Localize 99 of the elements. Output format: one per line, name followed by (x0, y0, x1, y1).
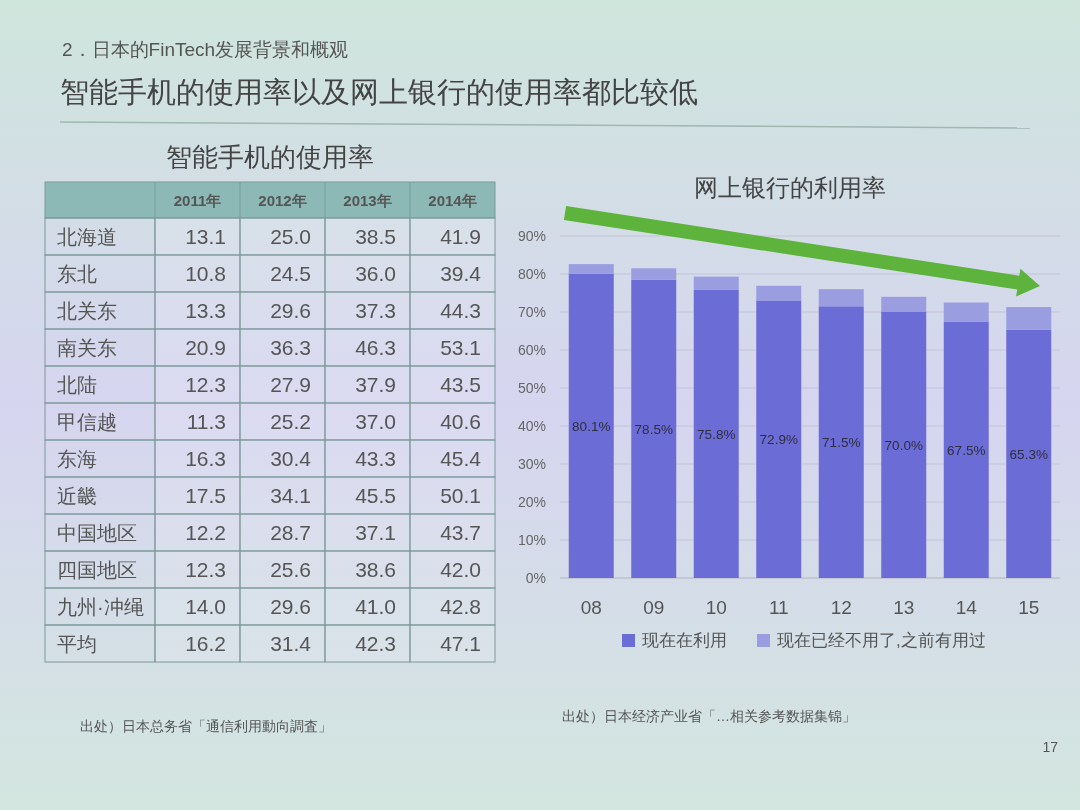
data-label: 11.3 (186, 409, 226, 433)
data-label: 16.3 (185, 446, 226, 470)
data-label: 47.1 (440, 631, 481, 655)
x-tick-label: 2012年 (258, 192, 307, 209)
data-label: 12.2 (185, 520, 226, 544)
data-label: 30.4 (270, 446, 312, 470)
data-label: 20.9 (185, 335, 226, 359)
data-label: 46.3 (355, 335, 396, 359)
data-label: 34.1 (270, 483, 311, 507)
data-label: 13.3 (185, 298, 226, 322)
text: 2．日本的FinTech发展背景和概观 (62, 39, 349, 60)
y-tick-label: 平均 (57, 632, 97, 655)
y-tick-label: 东北 (57, 262, 97, 285)
data-label: 39.4 (440, 261, 482, 285)
data-label: 70.0% (884, 438, 923, 453)
data-label: 25.6 (270, 557, 311, 581)
y-tick-label: 70% (517, 304, 546, 320)
data-label: 17.5 (185, 483, 226, 507)
data-label: 80.1% (572, 418, 611, 434)
x-tick-label: 10 (705, 597, 727, 618)
y-tick-label: 30% (517, 456, 546, 472)
data-label: 27.9 (270, 372, 311, 396)
legend-label: 现在已经不用了,之前有用过 (777, 631, 986, 650)
x-tick-label: 12 (830, 597, 852, 618)
data-label: 37.0 (355, 409, 396, 433)
y-tick-label: 北关东 (57, 299, 117, 322)
data-label: 38.5 (355, 224, 396, 248)
data-label: 42.3 (355, 631, 396, 655)
y-tick-label: 中国地区 (57, 521, 137, 544)
chart-title: 智能手机的使用率 (166, 142, 374, 172)
x-tick-label: 09 (643, 597, 665, 618)
data-label: 67.5% (947, 442, 986, 458)
legend-label: 现在在利用 (642, 631, 727, 650)
data-label: 43.7 (440, 520, 481, 544)
data-label: 31.4 (270, 631, 312, 655)
data-label: 42.0 (440, 557, 481, 581)
text: 出处）日本总务省「通信利用動向調査」 (80, 718, 332, 734)
data-label: 78.5% (634, 421, 673, 437)
data-label: 42.8 (440, 594, 481, 618)
data-label: 36.0 (355, 261, 396, 285)
data-label: 29.6 (270, 594, 311, 618)
y-tick-label: 四国地区 (57, 558, 137, 581)
data-label: 14.0 (185, 594, 226, 618)
data-label: 71.5% (822, 435, 861, 451)
y-tick-label: 近畿 (57, 484, 97, 507)
data-label: 40.6 (440, 409, 481, 433)
y-tick-label: 10% (517, 532, 546, 548)
y-tick-label: 80% (517, 266, 546, 282)
y-tick-label: 20% (517, 494, 546, 510)
x-tick-label: 11 (768, 597, 789, 618)
data-label: 43.5 (440, 372, 481, 396)
data-label: 53.1 (440, 335, 481, 359)
data-label: 43.3 (355, 446, 396, 470)
y-tick-label: 东海 (57, 447, 97, 470)
data-label: 25.0 (270, 224, 311, 248)
data-label: 45.4 (440, 446, 482, 470)
data-label: 75.8% (697, 426, 736, 442)
data-label: 72.9% (759, 432, 798, 448)
data-label: 12.3 (185, 557, 226, 581)
data-label: 36.3 (270, 335, 311, 359)
data-label: 12.3 (185, 372, 226, 396)
data-label: 44.3 (440, 298, 481, 322)
y-tick-label: 甲信越 (57, 410, 117, 433)
data-label: 10.8 (185, 261, 226, 285)
y-tick-label: 40% (517, 418, 546, 434)
data-label: 28.7 (270, 520, 311, 544)
data-label: 16.2 (185, 631, 226, 655)
chart-title: 网上银行的利用率 (694, 174, 886, 201)
data-label: 37.9 (355, 372, 396, 396)
data-label: 37.3 (355, 298, 396, 322)
data-label: 24.5 (270, 261, 311, 285)
data-label: 29.6 (270, 298, 311, 322)
data-label: 37.1 (355, 520, 396, 544)
text: 出处）日本经济产业省「…相关参考数据集锦」 (562, 708, 856, 724)
x-tick-label: 08 (580, 597, 602, 618)
y-tick-label: 北海道 (57, 225, 117, 248)
y-tick-label: 0% (525, 570, 546, 586)
data-label: 50.1 (440, 483, 481, 507)
y-tick-label: 南关东 (57, 336, 117, 359)
data-label: 65.3% (1009, 446, 1048, 462)
data-label: 41.0 (355, 594, 396, 618)
x-tick-label: 2011年 (173, 192, 222, 209)
data-label: 38.6 (355, 557, 396, 581)
x-tick-label: 2013年 (343, 192, 392, 209)
text: 17 (1042, 739, 1059, 755)
data-label: 25.2 (270, 409, 311, 433)
y-tick-label: 北陆 (57, 373, 97, 396)
x-tick-label: 13 (893, 597, 915, 618)
data-label: 13.1 (185, 224, 226, 248)
y-tick-label: 90% (517, 228, 546, 244)
y-tick-label: 九州·冲绳 (57, 595, 144, 618)
y-tick-label: 50% (517, 380, 546, 396)
text: 智能手机的使用率以及网上银行的使用率都比较低 (60, 76, 698, 108)
x-tick-label: 2014年 (428, 192, 477, 209)
x-tick-label: 14 (955, 597, 978, 618)
data-label: 45.5 (355, 483, 396, 507)
y-tick-label: 60% (517, 342, 546, 358)
data-label: 41.9 (440, 224, 481, 248)
x-tick-label: 15 (1018, 597, 1040, 618)
